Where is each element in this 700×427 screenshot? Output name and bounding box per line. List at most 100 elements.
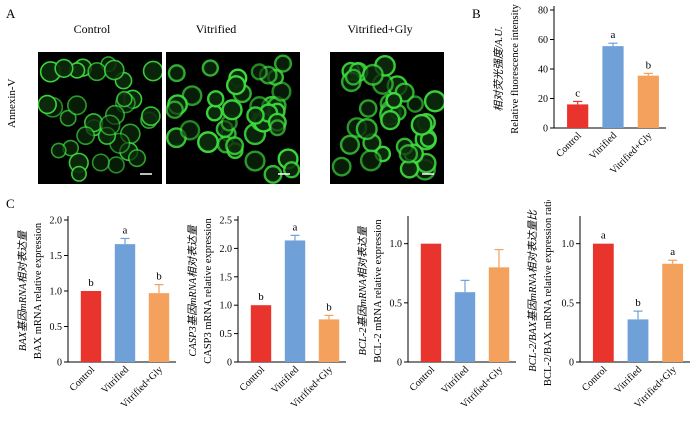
bar: [114, 244, 136, 362]
bar: [637, 75, 659, 128]
y-tick-label: 0.5: [390, 298, 403, 309]
condition-title-control: Control: [73, 22, 111, 36]
micrograph-control: [38, 52, 162, 184]
oocyte-cell: [197, 131, 219, 154]
bar: [250, 305, 272, 362]
oocyte-cell: [206, 90, 225, 108]
significance-letter: a: [293, 221, 298, 233]
significance-letter: b: [156, 271, 162, 283]
oocyte-cell: [141, 106, 161, 126]
oocyte-cell: [50, 142, 67, 159]
y-tick-label: 0: [227, 358, 232, 369]
bar: [284, 240, 306, 362]
bar: [662, 263, 684, 362]
oocyte-cell: [142, 60, 162, 82]
bar: [602, 46, 624, 129]
oocyte-cell: [359, 149, 382, 172]
oocyte-cell: [225, 136, 245, 156]
y-axis-label-cn: 相对荧光强度/A.U.: [493, 26, 505, 111]
oocyte-cell: [99, 114, 121, 136]
micrograph-vitrified-gly: [330, 52, 444, 184]
oocyte-cell: [380, 110, 401, 131]
bar: [627, 319, 649, 362]
x-tick-label: Control: [580, 364, 610, 394]
y-axis-label-en: Relative fluorescence intensity: [510, 4, 521, 134]
y-axis-label-en: CASP3 mRNA relative expression: [203, 217, 214, 363]
oocyte-cell: [166, 100, 184, 119]
oocyte-cell: [201, 59, 220, 77]
bar: [592, 243, 614, 362]
x-tick-label: Vitrified: [587, 130, 619, 162]
oocyte-cell: [358, 99, 378, 118]
y-tick-label: 60: [538, 35, 548, 46]
significance-letter: a: [611, 29, 616, 41]
oocyte-cell: [67, 95, 87, 116]
oocyte-cells-vitrified: [166, 54, 300, 184]
oocyte-cells-vitrified-gly: [331, 54, 444, 181]
oocyte-cell: [385, 91, 403, 110]
bar: [488, 267, 510, 362]
bar: [420, 243, 442, 362]
bar: [318, 319, 340, 362]
y-axis-label-en: BAX mRNA relative expression: [33, 222, 44, 359]
oocyte-cell: [244, 150, 266, 172]
oocyte-cell: [205, 104, 224, 122]
x-tick-label: Vitrified: [269, 364, 301, 396]
y-tick-label: 0: [543, 124, 548, 135]
y-axis-label-cn: BCL-2/BAX基因mRNA相对表达量比: [527, 209, 539, 372]
bar: [454, 292, 476, 362]
micrograph-vitrified: [166, 52, 300, 184]
oocyte-cell: [268, 119, 286, 137]
oocyte-cell: [116, 90, 133, 108]
x-tick-label: Vitrified: [439, 364, 471, 396]
chart-panel-c-casp3: 00.51.01.52.02.5bControlaVitrifiedbVitri…: [187, 216, 346, 411]
bar: [567, 104, 589, 128]
chart-panel-b: 020406080cControlaVitrifiedbVitrified+Gl…: [493, 4, 666, 177]
condition-title-vitrified-gly: Vitrified+Gly: [347, 22, 413, 36]
axes: 0 0.5 1.0 1.5 2.0 2.5: [220, 216, 346, 369]
significance-letter: a: [123, 224, 128, 236]
y-tick-label: 1.5: [50, 251, 63, 262]
oocyte-cell: [246, 106, 265, 125]
row-label-annexin: Annexin-V: [6, 78, 18, 129]
y-axis-label-cn: BCL-2基因mRNA相对表达量: [357, 225, 369, 355]
oocyte-cell: [91, 153, 110, 172]
y-tick-label: 0: [569, 358, 574, 369]
oocyte-cell: [103, 59, 125, 81]
oocyte-cell: [250, 63, 268, 81]
oocyte-cell: [225, 75, 247, 96]
y-tick-label: 2.0: [220, 244, 233, 255]
oocyte-cells-control: [38, 56, 162, 182]
panel-a-letter: A: [6, 6, 16, 21]
condition-title-vitrified: Vitrified: [195, 22, 237, 36]
oocyte-cell: [54, 58, 74, 78]
significance-letter: b: [88, 277, 94, 289]
y-axis-label-cn: BAX基因mRNA相对表达量: [17, 229, 29, 351]
y-tick-label: 1.0: [50, 287, 63, 298]
oocyte-cell: [344, 68, 362, 86]
x-tick-label: Control: [238, 364, 268, 394]
oocyte-cell: [87, 62, 107, 82]
y-axis-label-cn: CASP3基因mRNA相对表达量: [187, 224, 199, 357]
panel-c-letter: C: [6, 196, 15, 211]
significance-letter: b: [635, 297, 641, 309]
y-axis-label-en: BCL-2 mRNA relative expression: [373, 219, 384, 363]
chart-panel-c-bax: 00.51.01.52.0bControlaVitrifiedbVitrifie…: [17, 216, 176, 411]
x-tick-label: Vitrified: [612, 364, 644, 396]
oocyte-cell: [127, 149, 147, 168]
y-axis-label-en: BCL-2/BAX mRNA relative expression ratio: [543, 200, 554, 386]
y-tick-label: 40: [538, 65, 548, 76]
y-tick-label: 2.5: [220, 216, 233, 227]
x-tick-label: Control: [408, 364, 438, 394]
significance-letter: c: [575, 87, 580, 99]
oocyte-cell: [282, 161, 300, 179]
significance-letter: b: [646, 59, 652, 71]
oocyte-cell: [406, 95, 424, 113]
oocyte-cell: [398, 144, 419, 164]
y-tick-label: 0.5: [50, 322, 63, 333]
y-tick-label: 0.5: [220, 329, 233, 340]
y-tick-label: 1.5: [220, 272, 233, 283]
x-tick-label: Control: [68, 364, 98, 394]
y-tick-label: 1.0: [562, 239, 575, 250]
